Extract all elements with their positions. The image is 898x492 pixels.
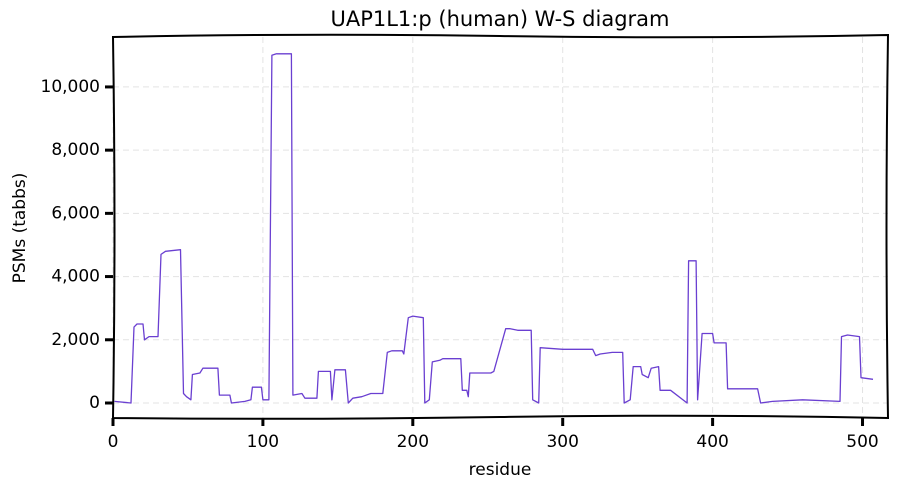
y-tick-label: 6,000 (51, 203, 100, 223)
x-tick-label: 0 (108, 432, 119, 452)
x-tick-label: 500 (846, 432, 878, 452)
x-axis-label: residue (469, 460, 532, 480)
x-tick-label: 100 (247, 432, 279, 452)
grid (112, 37, 888, 418)
data-line (114, 53, 874, 404)
x-tick-label: 400 (696, 432, 728, 452)
y-tick-label: 0 (89, 393, 100, 413)
chart-title: UAP1L1:p (human) W-S diagram (330, 7, 669, 31)
x-tick-label: 200 (397, 432, 429, 452)
plot-frame (111, 33, 890, 420)
y-tick-label: 8,000 (51, 140, 100, 160)
y-tick-label: 2,000 (51, 330, 100, 350)
y-tick-label: 4,000 (51, 267, 100, 287)
y-tick-label: 10,000 (41, 77, 100, 97)
y-axis-label: PSMs (tabbs) (10, 173, 30, 284)
plot (114, 53, 874, 404)
x-tick-label: 300 (546, 432, 578, 452)
